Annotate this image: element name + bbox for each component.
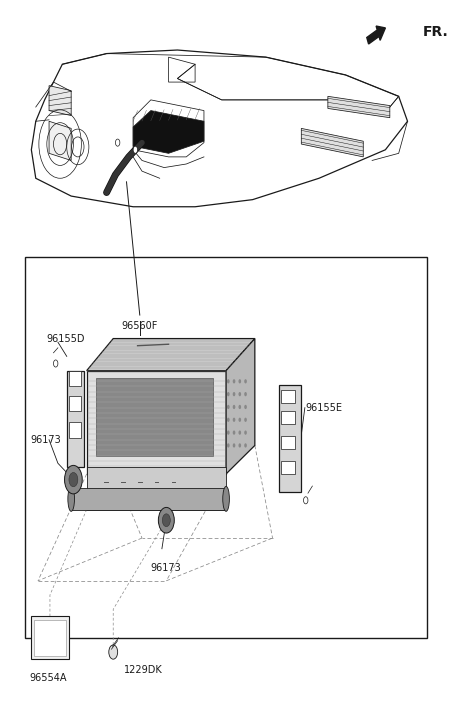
Circle shape xyxy=(238,405,241,409)
Circle shape xyxy=(109,645,118,659)
Polygon shape xyxy=(49,86,71,116)
Circle shape xyxy=(65,465,82,494)
Bar xyxy=(35,620,66,656)
Polygon shape xyxy=(67,371,84,467)
Circle shape xyxy=(244,379,247,383)
Polygon shape xyxy=(71,489,226,510)
Polygon shape xyxy=(279,385,301,491)
Polygon shape xyxy=(87,491,226,510)
Bar xyxy=(281,390,295,403)
Circle shape xyxy=(227,430,230,435)
Circle shape xyxy=(233,379,236,383)
Circle shape xyxy=(233,430,236,435)
Polygon shape xyxy=(226,339,255,474)
Text: 1229DK: 1229DK xyxy=(124,665,163,675)
Bar xyxy=(281,436,295,449)
Circle shape xyxy=(227,405,230,409)
Ellipse shape xyxy=(68,486,75,511)
Polygon shape xyxy=(87,339,255,371)
Polygon shape xyxy=(328,96,390,118)
Bar xyxy=(69,422,81,438)
Text: 96173: 96173 xyxy=(151,563,182,573)
Polygon shape xyxy=(87,467,226,491)
Polygon shape xyxy=(87,371,226,474)
Bar xyxy=(281,411,295,424)
Circle shape xyxy=(115,139,120,146)
Text: 96155D: 96155D xyxy=(47,334,85,344)
Text: FR.: FR. xyxy=(423,25,449,39)
Circle shape xyxy=(233,392,236,396)
Circle shape xyxy=(227,443,230,448)
Circle shape xyxy=(227,379,230,383)
Circle shape xyxy=(244,430,247,435)
Text: 96173: 96173 xyxy=(30,435,61,445)
Circle shape xyxy=(227,392,230,396)
Circle shape xyxy=(159,507,174,533)
Circle shape xyxy=(233,443,236,448)
Circle shape xyxy=(233,417,236,422)
Text: 96554A: 96554A xyxy=(29,673,67,683)
Circle shape xyxy=(244,405,247,409)
Circle shape xyxy=(238,417,241,422)
Circle shape xyxy=(244,417,247,422)
Bar xyxy=(25,257,427,638)
Text: 96155E: 96155E xyxy=(306,403,343,413)
Bar xyxy=(69,395,81,411)
Polygon shape xyxy=(95,378,213,456)
Circle shape xyxy=(227,417,230,422)
Circle shape xyxy=(238,430,241,435)
Text: 96560F: 96560F xyxy=(122,321,158,332)
Circle shape xyxy=(244,392,247,396)
Bar xyxy=(281,461,295,474)
Polygon shape xyxy=(133,111,204,153)
Circle shape xyxy=(238,379,241,383)
Circle shape xyxy=(238,392,241,396)
FancyArrow shape xyxy=(367,26,385,44)
Circle shape xyxy=(69,473,78,487)
Circle shape xyxy=(233,405,236,409)
Circle shape xyxy=(244,443,247,448)
Circle shape xyxy=(133,146,137,153)
Circle shape xyxy=(162,514,170,526)
Polygon shape xyxy=(49,121,71,161)
Bar xyxy=(31,616,69,659)
Bar xyxy=(69,371,81,386)
Circle shape xyxy=(238,443,241,448)
Ellipse shape xyxy=(223,486,230,511)
Polygon shape xyxy=(301,129,363,157)
